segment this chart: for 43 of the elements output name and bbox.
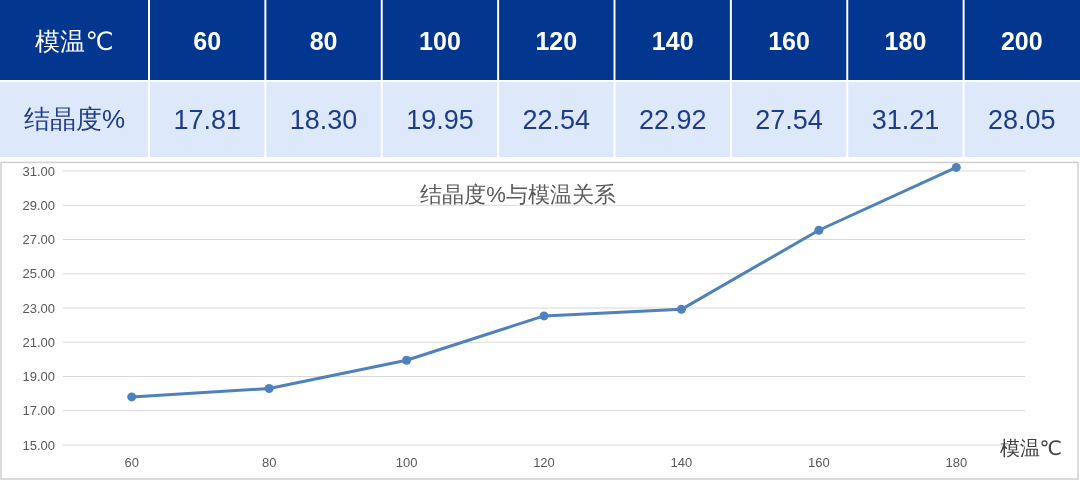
data-label: 18.30 — [289, 105, 358, 135]
x-tick-label: 100 — [419, 26, 461, 55]
point — [814, 225, 824, 235]
point — [676, 304, 686, 314]
y-tick-label: 结晶度% — [23, 104, 126, 134]
x-axis-title: 模温℃ — [999, 437, 1062, 459]
x-tick-label: 80 — [309, 26, 338, 55]
x-tick-label: 200 — [1000, 26, 1043, 55]
data-label: 31.21 — [871, 105, 940, 135]
y-tick-label: 17.00 — [22, 403, 55, 419]
y-tick-label: 15.00 — [22, 437, 55, 453]
x-tick-label: 180 — [945, 455, 968, 470]
y-tick-label: 19.00 — [22, 369, 55, 384]
y-tick-label: 21.00 — [22, 334, 55, 350]
x-tick-label: 140 — [670, 455, 693, 470]
x-tick-label: 80 — [261, 455, 277, 470]
data-label: 17.81 — [173, 105, 241, 135]
data-label: 27.54 — [755, 105, 823, 135]
y-tick-label: 29.00 — [22, 197, 55, 213]
point — [402, 355, 412, 365]
point — [539, 311, 549, 321]
text: 结晶度%与模温关系 — [420, 182, 616, 207]
x-tick-label: 60 — [124, 455, 139, 470]
x-axis-title: 模温℃ — [35, 26, 114, 55]
point — [264, 383, 274, 393]
y-tick-label: 23.00 — [22, 300, 55, 316]
x-tick-label: 140 — [651, 26, 694, 55]
data-label: 22.92 — [638, 105, 707, 135]
data-label: 28.05 — [988, 105, 1056, 135]
x-tick-label: 120 — [533, 455, 555, 470]
x-tick-label: 160 — [768, 26, 810, 55]
x-tick-label: 160 — [808, 455, 830, 470]
y-tick-label: 27.00 — [22, 232, 55, 247]
data-label: 19.95 — [406, 105, 474, 135]
point — [127, 392, 137, 402]
x-tick-label: 60 — [193, 26, 222, 55]
x-tick-label: 180 — [884, 26, 927, 55]
data-label: 22.54 — [522, 105, 591, 135]
y-tick-label: 25.00 — [22, 266, 55, 282]
x-tick-label: 100 — [395, 455, 418, 470]
x-tick-label: 120 — [535, 26, 578, 55]
point — [951, 162, 961, 172]
y-tick-label: 31.00 — [22, 163, 55, 179]
